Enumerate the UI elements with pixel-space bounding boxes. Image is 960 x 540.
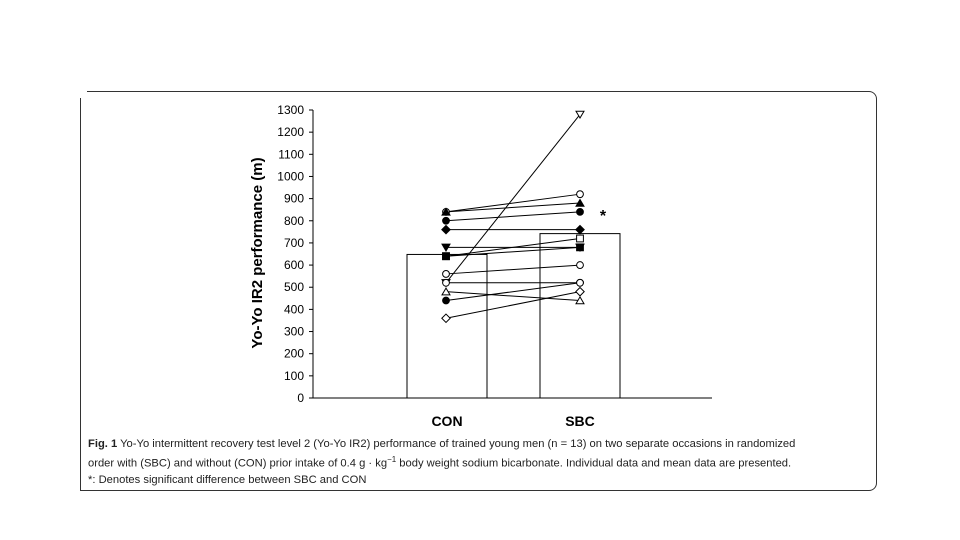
individual-line: [445, 202, 581, 213]
individual-line: [445, 291, 581, 302]
data-point: [441, 313, 451, 324]
data-point: [575, 286, 585, 297]
caption-line1: Yo-Yo intermittent recovery test level 2…: [120, 438, 796, 450]
data-point: [576, 208, 584, 216]
individual-line: [445, 193, 581, 213]
individual-line: [445, 211, 581, 222]
y-tick-label: 1200: [277, 125, 304, 139]
caption-line2-superscript: −1: [387, 455, 397, 465]
y-axis-label: Yo-Yo IR2 performance (m): [249, 157, 266, 348]
data-point: [576, 243, 584, 252]
data-point: [575, 295, 585, 305]
y-tick-label: 1300: [277, 103, 304, 117]
data-point: [441, 287, 451, 296]
data-point: [442, 252, 450, 261]
individual-line: [445, 282, 581, 302]
data-point: [441, 207, 451, 216]
data-point: [576, 190, 584, 199]
data-point: [576, 261, 584, 269]
data-point: [575, 110, 585, 120]
y-tick-label: 1000: [277, 169, 304, 183]
caption-line2a: order with (SBC) and without (CON) prior…: [88, 457, 388, 470]
y-tick-label: 1100: [278, 147, 304, 161]
caption-line3: *: Denotes significant difference betwee…: [88, 474, 367, 487]
figure-frame: [79, 90, 877, 491]
y-tick-label: 0: [297, 391, 304, 405]
y-tick-label: 900: [284, 192, 304, 206]
individual-line: [445, 264, 581, 275]
data-point: [441, 243, 451, 252]
data-point: [575, 224, 585, 235]
y-tick-label: 600: [284, 258, 304, 272]
data-point: [442, 278, 450, 287]
mean-bar-con: [406, 253, 488, 399]
data-point: [576, 278, 584, 287]
mean-bar-sbc: [539, 233, 621, 399]
individual-line: [445, 237, 581, 257]
data-point: [442, 270, 450, 278]
individual-line: [445, 291, 581, 319]
y-tick-label: 500: [284, 280, 304, 294]
y-tick-label: 200: [284, 347, 304, 361]
caption-line2b: body weight sodium bicarbonate. Individu…: [396, 457, 792, 470]
caption-label: Fig. 1: [88, 438, 118, 450]
data-point: [576, 234, 584, 243]
individual-line: [445, 246, 581, 257]
data-point: [442, 216, 450, 225]
y-tick-label: 300: [284, 325, 304, 339]
data-point: [442, 296, 450, 305]
y-tick-label: 100: [284, 369, 304, 383]
x-tick-label-sbc: SBC: [565, 413, 595, 429]
x-tick-label-con: CON: [431, 413, 462, 429]
y-tick-label: 800: [284, 214, 304, 228]
data-point: [441, 224, 451, 235]
figure-caption: Fig. 1 Yo-Yo intermittent recovery test …: [88, 436, 868, 488]
data-point: [575, 198, 585, 207]
significance-marker: *: [600, 208, 607, 225]
y-tick-label: 700: [284, 236, 304, 250]
y-tick-label: 400: [284, 302, 304, 316]
